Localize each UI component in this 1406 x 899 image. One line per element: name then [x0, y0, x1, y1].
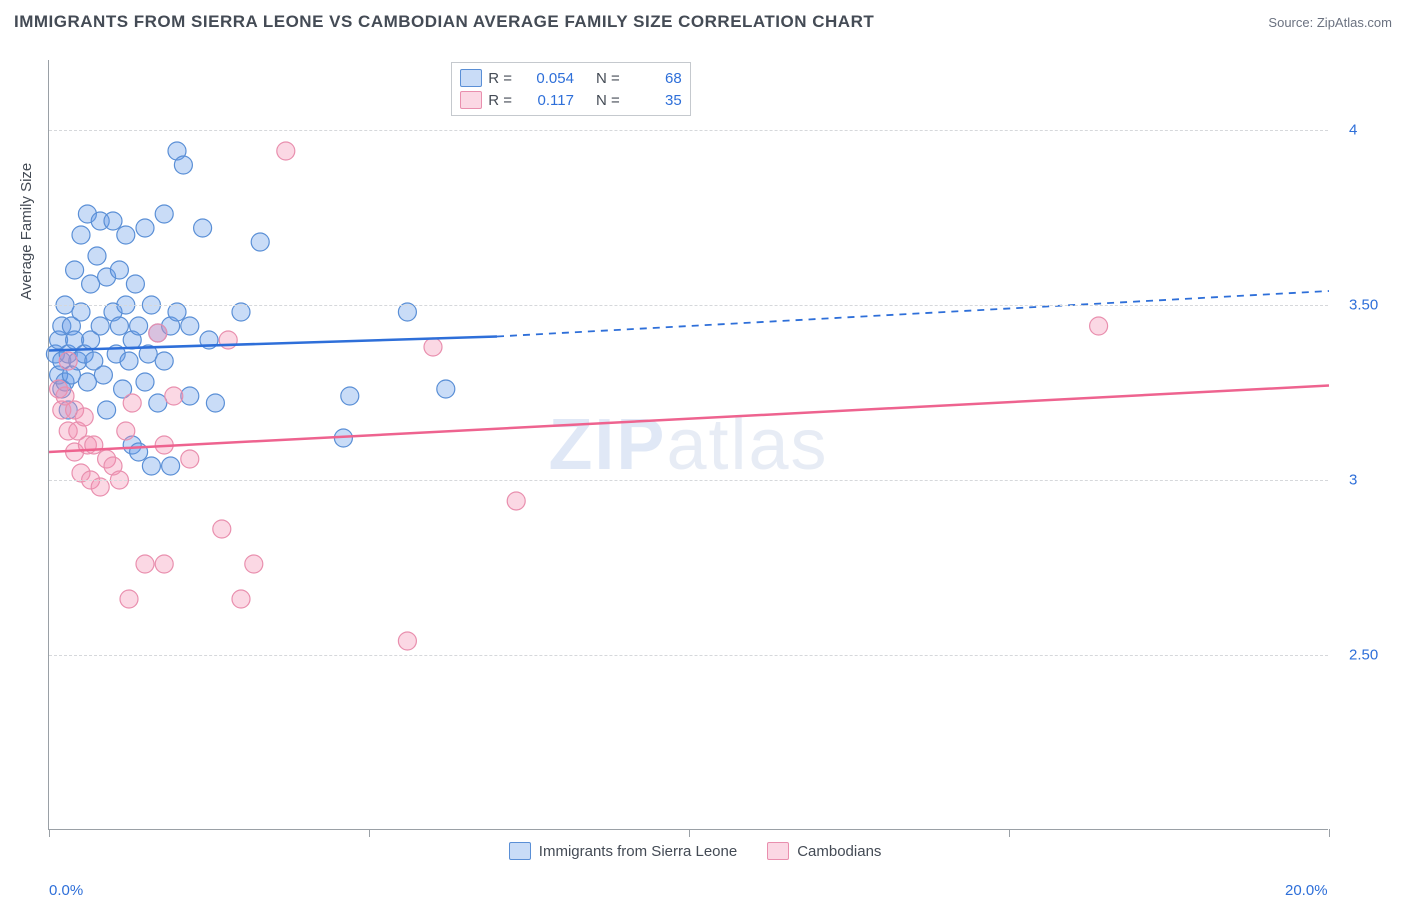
n-value: 68 [626, 70, 682, 87]
data-point-sierra_leone [120, 352, 138, 370]
data-point-sierra_leone [341, 387, 359, 405]
data-point-sierra_leone [104, 212, 122, 230]
data-point-cambodians [149, 324, 167, 342]
legend-swatch [767, 842, 789, 860]
legend-swatch [509, 842, 531, 860]
data-point-cambodians [85, 436, 103, 454]
data-point-cambodians [181, 450, 199, 468]
data-point-sierra_leone [88, 247, 106, 265]
chart-title: IMMIGRANTS FROM SIERRA LEONE VS CAMBODIA… [14, 12, 874, 32]
scatter-chart [49, 60, 1328, 829]
data-point-sierra_leone [136, 219, 154, 237]
data-point-sierra_leone [78, 373, 96, 391]
n-value: 35 [626, 92, 682, 109]
y-axis-title: Average Family Size [18, 163, 35, 300]
data-point-sierra_leone [251, 233, 269, 251]
x-tick-label: 20.0% [1285, 882, 1328, 899]
source-link[interactable]: ZipAtlas.com [1317, 15, 1392, 30]
data-point-cambodians [75, 408, 93, 426]
data-point-sierra_leone [126, 275, 144, 293]
data-point-sierra_leone [155, 352, 173, 370]
gridline [49, 305, 1328, 306]
data-point-sierra_leone [162, 457, 180, 475]
data-point-sierra_leone [181, 317, 199, 335]
y-tick-label: 3 [1349, 472, 1357, 489]
data-point-sierra_leone [142, 457, 160, 475]
data-point-sierra_leone [149, 394, 167, 412]
data-point-cambodians [232, 590, 250, 608]
data-point-sierra_leone [66, 261, 84, 279]
series-label: Immigrants from Sierra Leone [539, 843, 737, 860]
y-tick-label: 4 [1349, 122, 1357, 139]
data-point-cambodians [277, 142, 295, 160]
x-tick [49, 829, 50, 837]
gridline [49, 130, 1328, 131]
r-label: R = [488, 92, 512, 109]
stats-legend-row: R = 0.117 N = 35 [460, 89, 682, 111]
legend-swatch [460, 69, 482, 87]
series-legend-item: Cambodians [767, 842, 881, 860]
data-point-sierra_leone [110, 317, 128, 335]
data-point-cambodians [424, 338, 442, 356]
data-point-sierra_leone [437, 380, 455, 398]
legend-swatch [460, 91, 482, 109]
data-point-sierra_leone [72, 226, 90, 244]
data-point-cambodians [165, 387, 183, 405]
gridline [49, 655, 1328, 656]
r-label: R = [488, 70, 512, 87]
data-point-cambodians [120, 590, 138, 608]
stats-legend: R = 0.054 N = 68 R = 0.117 N = 35 [451, 62, 691, 116]
data-point-sierra_leone [94, 366, 112, 384]
trend-line-cambodians [49, 386, 1329, 453]
plot-area: ZIPatlas 2.5033.5040.0%20.0% [48, 60, 1328, 830]
data-point-cambodians [59, 352, 77, 370]
data-point-sierra_leone [130, 317, 148, 335]
trend-line-dashed-sierra_leone [497, 291, 1329, 337]
stats-legend-row: R = 0.054 N = 68 [460, 67, 682, 89]
x-tick [689, 829, 690, 837]
data-point-sierra_leone [130, 443, 148, 461]
data-point-sierra_leone [181, 387, 199, 405]
x-tick-label: 0.0% [49, 882, 83, 899]
data-point-cambodians [136, 555, 154, 573]
data-point-sierra_leone [136, 373, 154, 391]
r-value: 0.054 [518, 70, 574, 87]
data-point-sierra_leone [82, 275, 100, 293]
data-point-cambodians [117, 422, 135, 440]
data-point-cambodians [1090, 317, 1108, 335]
series-legend-item: Immigrants from Sierra Leone [509, 842, 737, 860]
header-bar: IMMIGRANTS FROM SIERRA LEONE VS CAMBODIA… [14, 12, 1392, 32]
source-credit: Source: ZipAtlas.com [1268, 15, 1392, 30]
data-point-cambodians [213, 520, 231, 538]
data-point-sierra_leone [110, 261, 128, 279]
source-label: Source: [1268, 15, 1313, 30]
data-point-sierra_leone [206, 394, 224, 412]
data-point-cambodians [245, 555, 263, 573]
x-tick [1329, 829, 1330, 837]
data-point-sierra_leone [117, 226, 135, 244]
x-tick [1009, 829, 1010, 837]
gridline [49, 480, 1328, 481]
series-legend: Immigrants from Sierra Leone Cambodians [509, 842, 882, 860]
r-value: 0.117 [518, 92, 574, 109]
y-tick-label: 3.50 [1349, 297, 1378, 314]
x-tick [369, 829, 370, 837]
n-label: N = [596, 70, 620, 87]
y-tick-label: 2.50 [1349, 647, 1378, 664]
data-point-sierra_leone [98, 401, 116, 419]
data-point-sierra_leone [174, 156, 192, 174]
data-point-cambodians [123, 394, 141, 412]
data-point-sierra_leone [91, 317, 109, 335]
data-point-cambodians [155, 555, 173, 573]
n-label: N = [596, 92, 620, 109]
data-point-sierra_leone [155, 205, 173, 223]
data-point-cambodians [398, 632, 416, 650]
data-point-cambodians [507, 492, 525, 510]
data-point-sierra_leone [194, 219, 212, 237]
series-label: Cambodians [797, 843, 881, 860]
